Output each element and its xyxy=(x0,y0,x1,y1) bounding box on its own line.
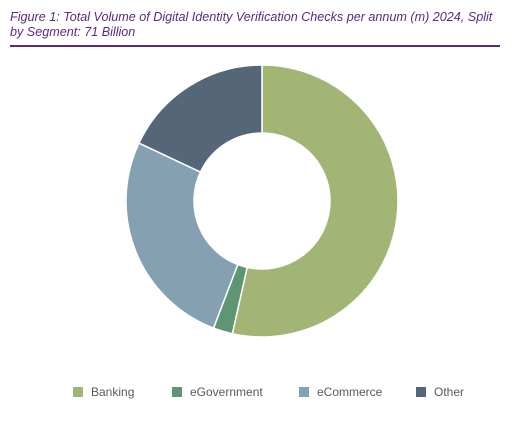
legend-item-banking: Banking xyxy=(73,384,134,400)
legend-label-ecommerce: eCommerce xyxy=(317,385,383,399)
legend-item-ecommerce: eCommerce xyxy=(299,384,382,400)
legend-item-other: Other xyxy=(416,384,464,400)
legend-label-banking: Banking xyxy=(91,385,135,399)
figure-title: Figure 1: Total Volume of Digital Identi… xyxy=(10,10,493,39)
title-divider xyxy=(10,45,500,47)
legend-swatch-ecommerce xyxy=(299,387,309,397)
legend-label-other: Other xyxy=(434,385,465,399)
slice-other xyxy=(137,64,263,174)
legend-label-egovernment: eGovernment xyxy=(190,385,263,399)
legend-swatch-banking xyxy=(73,387,83,397)
chart-legend: Banking eGovernment eCommerce Other xyxy=(0,384,517,400)
slice-ecommerce xyxy=(125,142,239,330)
legend-swatch-egovernment xyxy=(172,387,182,397)
legend-item-egovernment: eGovernment xyxy=(172,384,263,400)
slice-banking xyxy=(231,64,399,338)
legend-swatch-other xyxy=(416,387,426,397)
